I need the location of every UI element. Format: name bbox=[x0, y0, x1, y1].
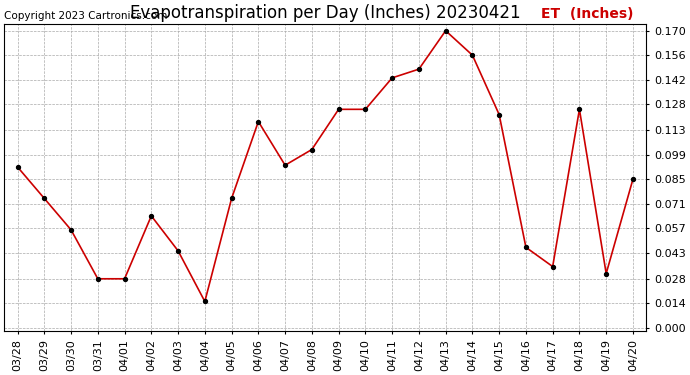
Point bbox=[413, 66, 424, 72]
Point bbox=[172, 248, 184, 254]
Point bbox=[92, 276, 104, 282]
Point bbox=[493, 112, 504, 118]
Point bbox=[279, 162, 290, 168]
Point bbox=[601, 270, 612, 276]
Point bbox=[199, 298, 210, 304]
Point bbox=[12, 164, 23, 170]
Point bbox=[306, 147, 317, 153]
Point bbox=[574, 106, 585, 112]
Point bbox=[226, 195, 237, 201]
Point bbox=[39, 195, 50, 201]
Point bbox=[440, 28, 451, 34]
Point bbox=[146, 213, 157, 219]
Point bbox=[119, 276, 130, 282]
Point bbox=[253, 118, 264, 124]
Point bbox=[627, 176, 638, 182]
Point bbox=[333, 106, 344, 112]
Point bbox=[360, 106, 371, 112]
Title: Evapotranspiration per Day (Inches) 20230421: Evapotranspiration per Day (Inches) 2023… bbox=[130, 4, 520, 22]
Text: Copyright 2023 Cartronics.com: Copyright 2023 Cartronics.com bbox=[4, 10, 168, 21]
Point bbox=[66, 227, 77, 233]
Point bbox=[386, 75, 397, 81]
Text: ET  (Inches): ET (Inches) bbox=[541, 7, 633, 21]
Point bbox=[547, 264, 558, 270]
Point bbox=[520, 244, 531, 250]
Point bbox=[467, 52, 478, 58]
